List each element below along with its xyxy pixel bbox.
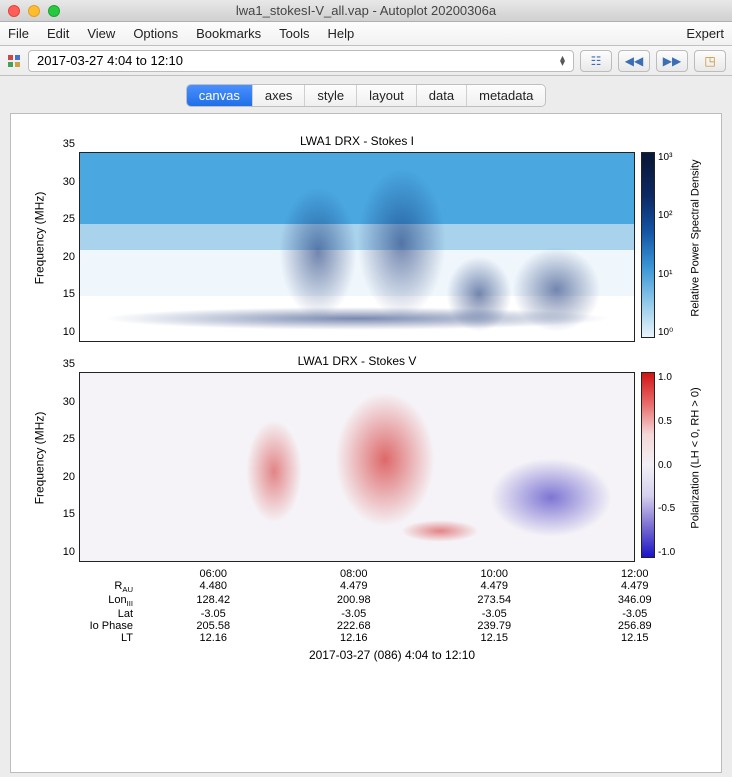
menu-options[interactable]: Options [133, 26, 178, 41]
p1-colorbar: 10³ 10² 10¹ 10⁰ [635, 134, 687, 342]
tab-canvas[interactable]: canvas [187, 85, 253, 106]
ephem-label: Lat [79, 608, 143, 620]
timerange-value: 2017-03-27 4:04 to 12:10 [37, 53, 183, 68]
tab-style[interactable]: style [305, 85, 357, 106]
ephem-label: Io Phase [79, 620, 143, 632]
p1-cbar-label: Relative Power Spectral Density [687, 134, 705, 342]
ephem-row: LT12.1612.1612.1512.15 [79, 632, 705, 644]
tab-metadata[interactable]: metadata [467, 85, 545, 106]
tabs-row: canvas axes style layout data metadata [0, 76, 732, 113]
calendar-icon: ☷ [591, 54, 602, 68]
ephem-label: LT [79, 632, 143, 644]
ephem-row: LonIII128.42200.98273.54346.09 [79, 594, 705, 608]
p1-yticks: 35 30 25 20 15 10 [51, 134, 79, 342]
window-title: lwa1_stokesI-V_all.vap - Autoplot 202003… [0, 3, 732, 18]
plot-frame: Frequency (MHz) 35 30 25 20 15 10 LWA1 D… [10, 113, 722, 773]
launch-icon: ◳ [704, 54, 715, 68]
p2-spectrogram[interactable] [79, 372, 635, 562]
dataset-icon[interactable] [6, 53, 22, 69]
toolbar: 2017-03-27 4:04 to 12:10 ▴▾ ☷ ◀◀ ▶▶ ◳ [0, 46, 732, 76]
ephem-row: RAU4.4804.4794.4794.479 [79, 580, 705, 594]
p2-cbar-label: Polarization (LH < 0, RH > 0) [687, 354, 705, 562]
launch-button[interactable]: ◳ [694, 50, 726, 72]
tab-axes[interactable]: axes [253, 85, 305, 106]
next-icon: ▶▶ [663, 54, 681, 68]
ephem-label: RAU [79, 580, 143, 594]
calendar-button[interactable]: ☷ [580, 50, 612, 72]
menu-tools[interactable]: Tools [279, 26, 309, 41]
panel-stokes-i: Frequency (MHz) 35 30 25 20 15 10 LWA1 D… [27, 134, 705, 342]
menubar: File Edit View Options Bookmarks Tools H… [0, 22, 732, 46]
p2-yticks: 35 30 25 20 15 10 [51, 354, 79, 562]
menu-bookmarks[interactable]: Bookmarks [196, 26, 261, 41]
menu-file[interactable]: File [8, 26, 29, 41]
menu-view[interactable]: View [87, 26, 115, 41]
prev-button[interactable]: ◀◀ [618, 50, 650, 72]
p2-title: LWA1 DRX - Stokes V [79, 354, 635, 372]
ephem-row: Lat-3.05-3.05-3.05-3.05 [79, 608, 705, 620]
ephem-row: Io Phase205.58222.68239.79256.89 [79, 620, 705, 632]
x-footer: 2017-03-27 (086) 4:04 to 12:10 [79, 644, 705, 662]
p1-title: LWA1 DRX - Stokes I [79, 134, 635, 152]
titlebar: lwa1_stokesI-V_all.vap - Autoplot 202003… [0, 0, 732, 22]
next-button[interactable]: ▶▶ [656, 50, 688, 72]
menu-help[interactable]: Help [328, 26, 355, 41]
menu-edit[interactable]: Edit [47, 26, 69, 41]
timerange-input[interactable]: 2017-03-27 4:04 to 12:10 ▴▾ [28, 50, 574, 72]
tab-data[interactable]: data [417, 85, 467, 106]
p2-ylabel: Frequency (MHz) [27, 354, 51, 562]
prev-icon: ◀◀ [625, 54, 643, 68]
x-axis: 06:00 08:00 10:00 12:00 RAU4.4804.4794.4… [27, 562, 705, 664]
menu-expert[interactable]: Expert [686, 26, 724, 41]
p1-spectrogram[interactable] [79, 152, 635, 342]
p2-colorbar: 1.0 0.5 0.0 -0.5 -1.0 [635, 354, 687, 562]
panel-stokes-v: Frequency (MHz) 35 30 25 20 15 10 LWA1 D… [27, 354, 705, 562]
tab-layout[interactable]: layout [357, 85, 417, 106]
x-ticks: 06:00 08:00 10:00 12:00 [79, 568, 705, 580]
dropdown-icon: ▴▾ [560, 56, 565, 66]
tabs: canvas axes style layout data metadata [186, 84, 547, 107]
ephem-label: LonIII [79, 594, 143, 608]
p1-ylabel: Frequency (MHz) [27, 134, 51, 342]
